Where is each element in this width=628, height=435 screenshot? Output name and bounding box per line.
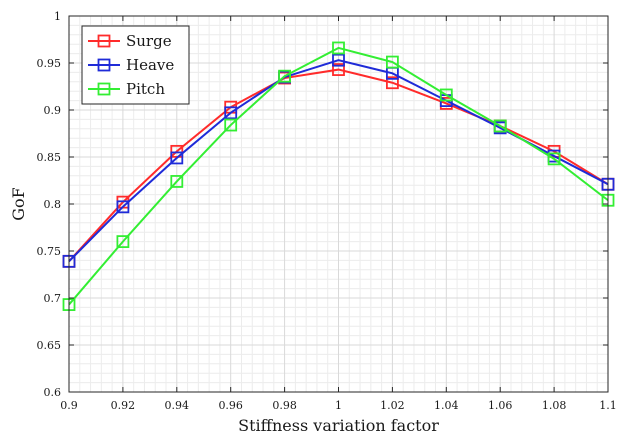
y-tick-label: 0.9	[44, 104, 62, 117]
x-tick-label: 1.08	[542, 399, 567, 412]
heave-point	[224, 106, 238, 120]
x-tick-label: 0.92	[111, 399, 136, 412]
heave-point	[332, 53, 345, 67]
pitch-point	[278, 69, 292, 83]
y-tick-label: 0.95	[37, 57, 62, 70]
legend-item-pitch: Pitch	[88, 80, 165, 98]
surge-line	[68, 68, 609, 263]
x-axis-label: Stiffness variation factor	[238, 416, 439, 435]
y-tick-label: 1	[54, 10, 61, 23]
x-tick-label: 0.96	[218, 399, 243, 412]
y-axis-ticks: 0.6 0.65 0.7 0.75 0.8 0.85 0.9 0.95 1	[37, 10, 608, 399]
x-tick-label: 1.02	[380, 399, 405, 412]
pitch-point	[439, 88, 453, 102]
pitch-line	[68, 46, 609, 306]
heave-point	[170, 151, 184, 165]
pitch-point	[224, 118, 238, 132]
y-axis-label: GoF	[9, 187, 28, 221]
x-axis-ticks: 0.9 0.92 0.94 0.96 0.98 1 1.02 1.04 1.06 1.08 1.1	[60, 16, 617, 412]
surge-point	[385, 76, 399, 90]
legend: Surge Heave Pitch	[81, 25, 190, 105]
y-tick-label: 0.65	[37, 339, 62, 352]
y-tick-label: 0.8	[44, 198, 62, 211]
y-tick-label: 0.7	[44, 292, 62, 305]
legend-item-heave: Heave	[88, 56, 174, 74]
x-tick-label: 1	[335, 399, 342, 412]
y-tick-label: 0.6	[44, 386, 62, 399]
x-tick-label: 1.04	[434, 399, 459, 412]
legend-item-surge: Surge	[88, 32, 172, 50]
pitch-point	[332, 41, 345, 55]
legend-box	[81, 25, 190, 105]
y-tick-label: 0.85	[37, 151, 62, 164]
legend-surge-label: Surge	[126, 32, 172, 50]
x-tick-label: 1.06	[488, 399, 513, 412]
legend-surge-marker	[97, 34, 111, 48]
legend-heave-label: Heave	[126, 56, 174, 74]
legend-pitch-marker	[97, 82, 111, 96]
surge-point	[332, 63, 345, 76]
x-tick-label: 0.94	[165, 399, 190, 412]
pitch-point	[385, 55, 399, 69]
legend-pitch-label: Pitch	[126, 80, 165, 98]
pitch-point	[493, 119, 507, 133]
pitch-point	[170, 175, 184, 188]
pitch-point	[116, 235, 130, 249]
y-tick-label: 0.75	[37, 245, 62, 258]
x-tick-label: 0.98	[272, 399, 297, 412]
pitch-point	[547, 152, 561, 166]
legend-heave-marker	[97, 58, 111, 72]
x-tick-label: 1.1	[599, 399, 617, 412]
heave-point	[116, 200, 130, 214]
x-tick-label: 0.9	[60, 399, 78, 412]
